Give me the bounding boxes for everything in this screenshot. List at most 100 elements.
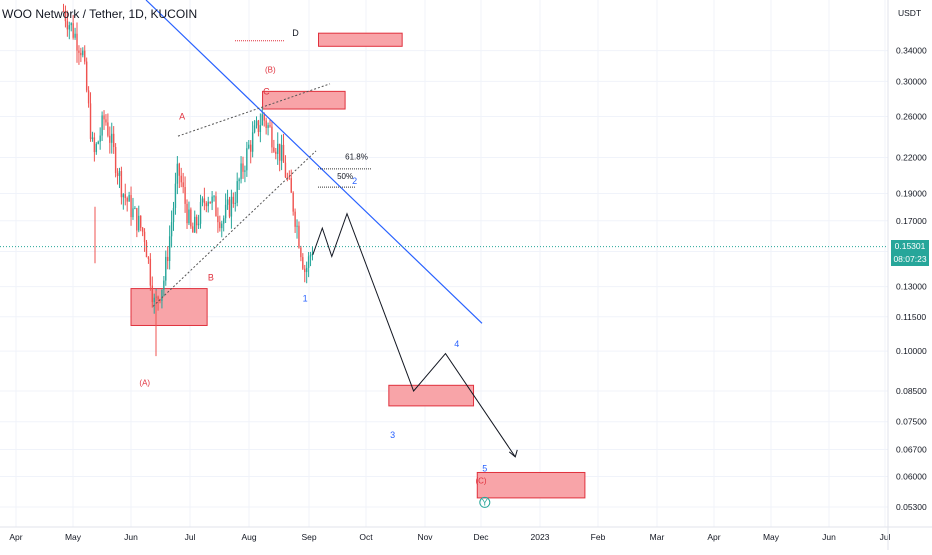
candle-body [109,135,111,143]
wave-label: (C) [475,477,486,486]
y-tick-label: 0.13000 [896,282,927,292]
wave-label: 1 [303,293,308,303]
wave-y-circle [479,496,491,508]
candle-body [105,119,107,123]
candle-body [251,132,254,152]
candle-body [85,61,88,91]
candle-body [174,183,177,208]
x-tick-label: Dec [473,532,489,542]
candle-body [178,163,180,176]
candle-body [255,120,258,126]
candle-body [307,256,310,268]
candle-body [199,201,202,224]
candle-body [167,256,169,262]
candle-body [161,289,163,301]
candle-body [99,135,101,142]
y-tick-label: 0.11500 [896,312,926,322]
wave-label: 4 [454,339,459,349]
x-tick-label: Jul [185,532,196,542]
y-tick-label: 0.30000 [896,76,927,86]
currency-label: USDT [898,8,921,18]
x-tick-label: Apr [707,532,720,542]
candle-body [209,201,211,204]
wave-label: B [208,272,214,282]
candle-body [114,147,117,173]
candle-body [80,52,82,56]
candle-body [62,10,65,12]
candle-body [217,216,219,223]
channel-lower-line [152,150,317,307]
x-tick-label: Oct [359,532,373,542]
y-tick-label: 0.06000 [896,472,927,482]
candle-body [211,196,213,204]
candle-body [138,215,140,231]
candle-body [207,201,209,207]
wave-label: A [179,111,185,121]
candle-body [141,227,144,232]
symbol-name: WOO Network / Tether [2,7,122,21]
candle-body [219,222,221,229]
candle-body [112,133,115,148]
candle-body [124,194,126,199]
candle-body [84,50,86,62]
candle-body [168,236,171,262]
wave-label: 3 [390,430,395,440]
candle-body [253,125,256,133]
candle-body [248,144,250,149]
candle-body [296,225,298,227]
descending-trendline [145,0,483,324]
candle-body [197,223,200,226]
candle-body [234,202,236,204]
candle-body [93,137,96,153]
candle-body [292,192,294,212]
candle-body [132,208,134,218]
target-zone [318,32,403,47]
candle-body [195,216,198,226]
candle-body [153,297,155,303]
candle-body [116,172,119,176]
candle-body [107,122,109,136]
target-zone [476,471,586,499]
candle-body [176,163,179,184]
candle-body [170,222,173,237]
target-zone [262,90,346,110]
candle-body [244,170,246,172]
exchange-label: KUCOIN [150,7,198,21]
candle-body [257,120,260,132]
wave-label: 5 [482,463,487,473]
candle-body [64,10,67,22]
y-tick-label: 0.07500 [896,417,927,427]
x-tick-label: Aug [241,532,256,542]
y-tick-label: 0.22000 [896,152,927,162]
candle-body [259,125,262,132]
candle-body [190,209,192,227]
candle-body [134,208,136,210]
channel-upper-line [177,83,331,137]
candle-body [122,194,125,198]
candle-body [143,231,146,242]
x-tick-label: May [763,532,780,542]
candle-body [309,255,312,257]
candle-body [222,218,225,224]
interval-label: 1D [128,7,144,21]
candle-body [230,196,233,217]
x-tick-label: Jul [880,532,891,542]
projection-path [312,212,516,458]
candle-body [282,144,285,163]
y-tick-label: 0.10000 [896,346,927,356]
candle-body [261,114,263,126]
candle-body [265,120,267,128]
candle-body [111,133,113,143]
candle-body [126,198,128,202]
candle-body [149,258,152,286]
candle-body [228,199,231,217]
candle-body [213,196,215,198]
candle-body [97,141,99,144]
wave-label: D [292,28,299,38]
candle-body [300,247,302,258]
x-tick-label: Apr [9,532,22,542]
candle-body [82,50,84,56]
candle-body [250,144,252,152]
